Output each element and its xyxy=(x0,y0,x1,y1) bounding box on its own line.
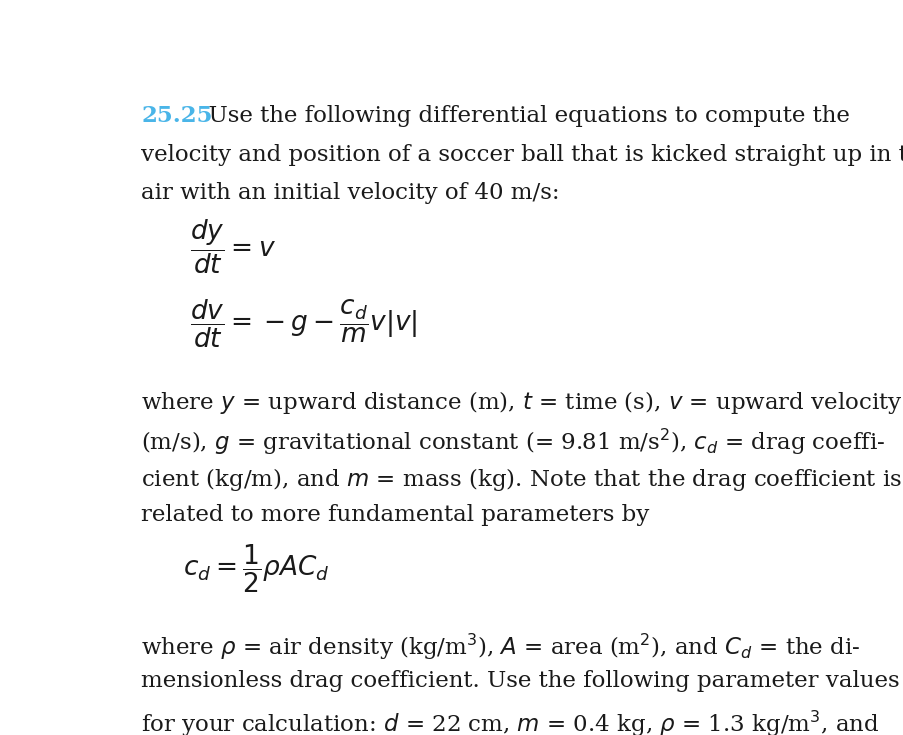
Text: air with an initial velocity of 40 m/s:: air with an initial velocity of 40 m/s: xyxy=(141,182,559,204)
Text: for your calculation: $d$ = 22 cm, $m$ = 0.4 kg, $\rho$ = 1.3 kg/m$^3$, and: for your calculation: $d$ = 22 cm, $m$ =… xyxy=(141,709,879,735)
Text: $\dfrac{dv}{dt} = -g - \dfrac{c_d}{m}v|v|$: $\dfrac{dv}{dt} = -g - \dfrac{c_d}{m}v|v… xyxy=(190,298,417,350)
Text: velocity and position of a soccer ball that is kicked straight up in the: velocity and position of a soccer ball t… xyxy=(141,143,903,165)
Text: (m/s), $g$ = gravitational constant (= 9.81 m/s$^2$), $c_d$ = drag coeffi-: (m/s), $g$ = gravitational constant (= 9… xyxy=(141,427,884,457)
Text: mensionless drag coefficient. Use the following parameter values: mensionless drag coefficient. Use the fo… xyxy=(141,670,898,692)
Text: Use the following differential equations to compute the: Use the following differential equations… xyxy=(194,105,849,127)
Text: 25.25: 25.25 xyxy=(141,105,212,127)
Text: $\dfrac{dy}{dt} = v$: $\dfrac{dy}{dt} = v$ xyxy=(190,218,275,276)
Text: $c_d = \dfrac{1}{2}\rho A C_d$: $c_d = \dfrac{1}{2}\rho A C_d$ xyxy=(182,543,330,595)
Text: cient (kg/m), and $m$ = mass (kg). Note that the drag coefficient is: cient (kg/m), and $m$ = mass (kg). Note … xyxy=(141,466,901,492)
Text: where $y$ = upward distance (m), $t$ = time (s), $v$ = upward velocity: where $y$ = upward distance (m), $t$ = t… xyxy=(141,389,902,416)
Text: where $\rho$ = air density (kg/m$^3$), $A$ = area (m$^2$), and $C_d$ = the di-: where $\rho$ = air density (kg/m$^3$), $… xyxy=(141,631,860,662)
Text: related to more fundamental parameters by: related to more fundamental parameters b… xyxy=(141,504,648,526)
